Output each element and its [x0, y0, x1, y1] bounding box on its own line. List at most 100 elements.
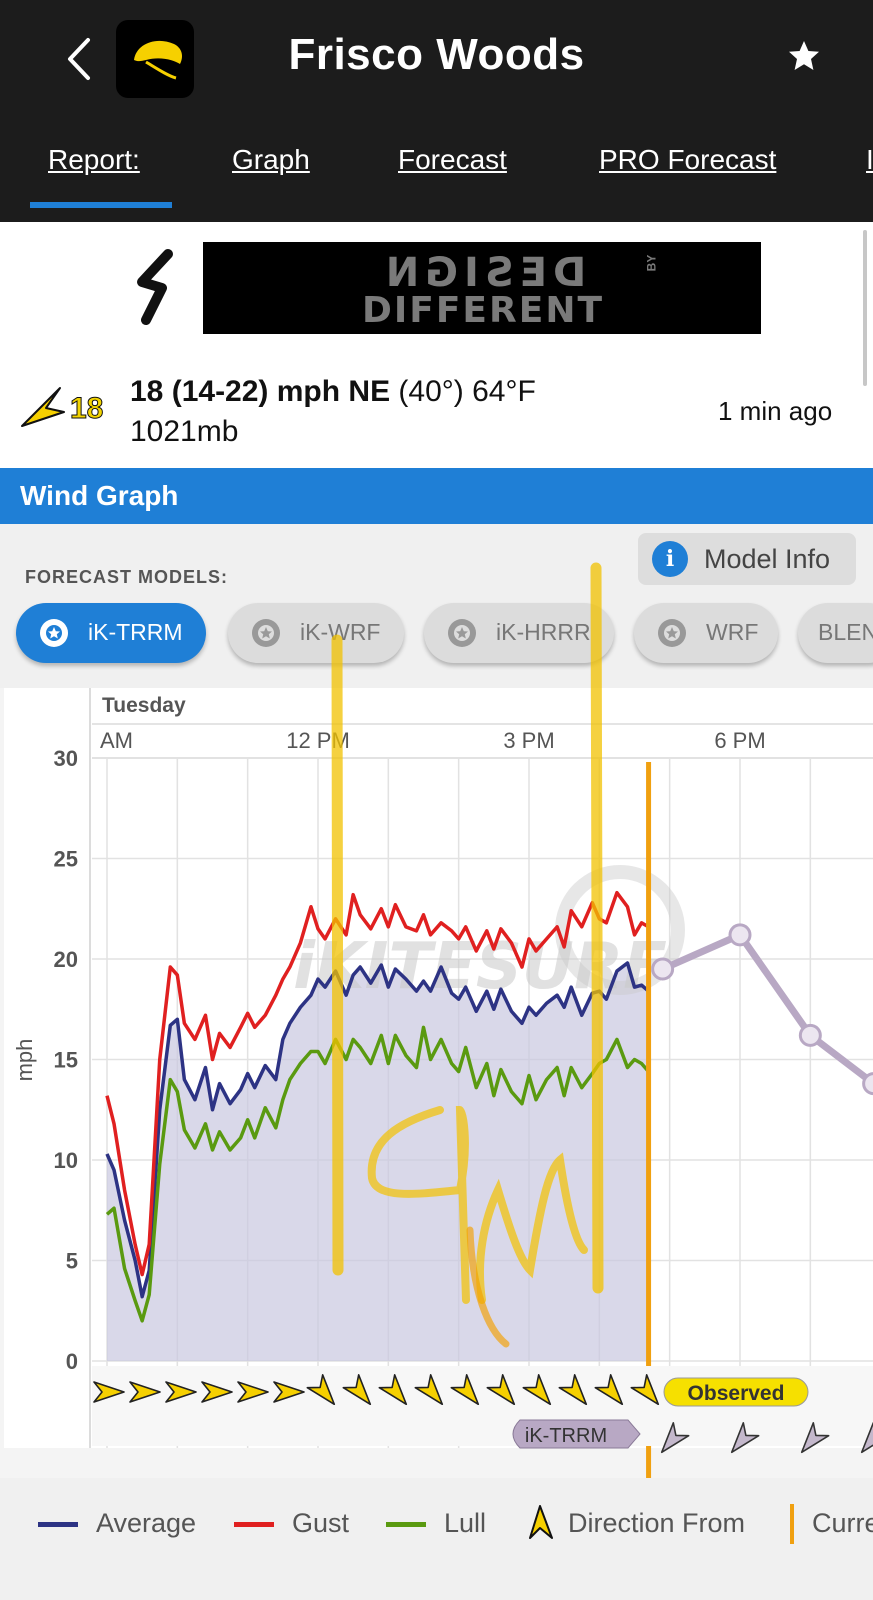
y-tick-label: 15 [54, 1048, 78, 1073]
info-icon: i [652, 541, 688, 577]
wind-summary: 18 (14-22) mph NE [130, 375, 391, 408]
top-bar: Frisco Woods [0, 0, 873, 106]
model-info-label: Model Info [704, 544, 831, 574]
model-pill-label: iK-WRF [300, 619, 381, 645]
ad-by-text: BY [644, 254, 659, 272]
direction-arrow-shape [730, 1422, 760, 1454]
observed-badge [663, 1377, 809, 1407]
direction-arrow-shape [273, 1381, 305, 1403]
scrollbar[interactable] [863, 230, 867, 386]
forecast-point [728, 923, 752, 947]
series-line-lull [105, 1025, 650, 1323]
legend-lull-swatch [386, 1522, 426, 1527]
direction-arrow-observed [201, 1381, 233, 1403]
active-tab-indicator [30, 202, 172, 208]
direction-arrow-observed [594, 1374, 624, 1406]
report-tabs: Report: Graph Forecast PRO Forecast I [0, 106, 873, 222]
app-logo [116, 20, 194, 98]
legend-gust-label: Gust [292, 1508, 350, 1538]
model-pill-ik-wrf[interactable]: iK-WRF [228, 603, 404, 663]
legend-average-label: Average [96, 1508, 197, 1538]
direction-arrow-observed [129, 1381, 161, 1403]
model-pill-ik-trrm[interactable]: iK-TRRM [16, 603, 206, 663]
direction-arrow-shape [342, 1374, 372, 1406]
direction-arrow-observed [522, 1374, 552, 1406]
direction-temp: (40°) 64°F [390, 375, 536, 408]
tab-report[interactable]: Report: [48, 144, 140, 175]
direction-arrow-shape [129, 1381, 161, 1403]
watermark-ring [555, 865, 685, 995]
direction-arrow-shape [630, 1374, 660, 1406]
direction-arrow-shape [378, 1374, 408, 1406]
wind-graph-header: Wind Graph [0, 468, 873, 524]
forecast-point [798, 1023, 822, 1047]
direction-arrow-shape [800, 1422, 830, 1454]
direction-arrow-observed [558, 1374, 588, 1406]
x-tick-label: 6 PM [714, 728, 765, 753]
forecast-model-badge [512, 1419, 641, 1449]
forecast-line-ik-trrm [661, 931, 873, 1087]
model-badge-icon [252, 619, 280, 647]
y-axis-panel [4, 688, 90, 1448]
direction-arrow-observed [450, 1374, 480, 1406]
direction-arrow-shape [414, 1374, 444, 1406]
model-badge-icon [40, 619, 68, 647]
y-tick-label: 20 [54, 947, 78, 972]
model-pill-wrf[interactable]: WRF [634, 603, 778, 663]
direction-arrow-observed [165, 1381, 197, 1403]
back-chevron-icon[interactable] [62, 36, 96, 82]
y-tick-label: 5 [66, 1249, 78, 1274]
tab-forecast[interactable]: Forecast [398, 144, 507, 175]
ad-different-text: DIFFERENT [361, 290, 605, 331]
direction-arrow-observed [237, 1381, 269, 1403]
model-pill-label: BLEN [818, 619, 873, 645]
legend-gust-swatch [234, 1522, 274, 1527]
legend-current-swatch [790, 1504, 794, 1544]
direction-arrow-shape [558, 1374, 588, 1406]
direction-arrow-forecast [860, 1422, 873, 1454]
tab-more[interactable]: I [866, 144, 873, 175]
current-conditions: 18 (14-22) mph NE (40°) 64°F 1021mb [130, 372, 690, 452]
tab-pro-forecast[interactable]: PRO Forecast [599, 144, 777, 175]
model-pill-blend[interactable]: BLEN [798, 603, 873, 663]
direction-arrow-observed [486, 1374, 516, 1406]
direction-arrow-shape [450, 1374, 480, 1406]
legend-lull-label: Lull [444, 1508, 487, 1538]
direction-arrow-shape [306, 1374, 336, 1406]
direction-arrow-shape [594, 1374, 624, 1406]
series-line-average [105, 961, 650, 1299]
favorite-star-icon[interactable] [786, 38, 822, 74]
direction-arrow-shape [237, 1381, 269, 1403]
updated-time: 1 min ago [718, 396, 833, 426]
model-info-button[interactable]: i Model Info [638, 533, 856, 585]
kite-logo-icon [134, 40, 182, 80]
direction-arrow-observed [306, 1374, 336, 1406]
direction-arrow-shape [201, 1381, 233, 1403]
forecast-model-label: iK-TRRM [525, 1425, 607, 1447]
forecast-point [651, 957, 675, 981]
day-label: Tuesday [102, 694, 186, 717]
direction-arrow-forecast [660, 1422, 690, 1454]
legend-current-label: Curre [812, 1508, 873, 1538]
tab-graph[interactable]: Graph [232, 144, 310, 175]
model-pill-ik-hrrr[interactable]: iK-HRRR [424, 603, 614, 663]
model-badge-icon [448, 619, 476, 647]
legend-direction-label: Direction From [568, 1508, 746, 1538]
direction-arrow-observed [630, 1374, 660, 1406]
pressure: 1021mb [130, 415, 239, 448]
forecast-point [862, 1072, 873, 1096]
y-tick-label: 25 [54, 847, 78, 872]
direction-arrow-shape [165, 1381, 197, 1403]
direction-arrow-observed [414, 1374, 444, 1406]
sponsor-s-logo[interactable] [128, 248, 188, 326]
y-axis-label: mph [12, 1039, 37, 1082]
direction-arrow-shape [522, 1374, 552, 1406]
model-pill-label: WRF [706, 619, 759, 645]
wind-direction-arrow-icon [21, 387, 65, 427]
observed-label: Observed [688, 1382, 785, 1405]
chart-legend [0, 1478, 873, 1600]
direction-arrow-shape [660, 1422, 690, 1454]
legend-direction-arrow-icon [529, 1505, 553, 1539]
sponsor-banner[interactable]: DESIGN BY DIFFERENT [203, 242, 761, 334]
